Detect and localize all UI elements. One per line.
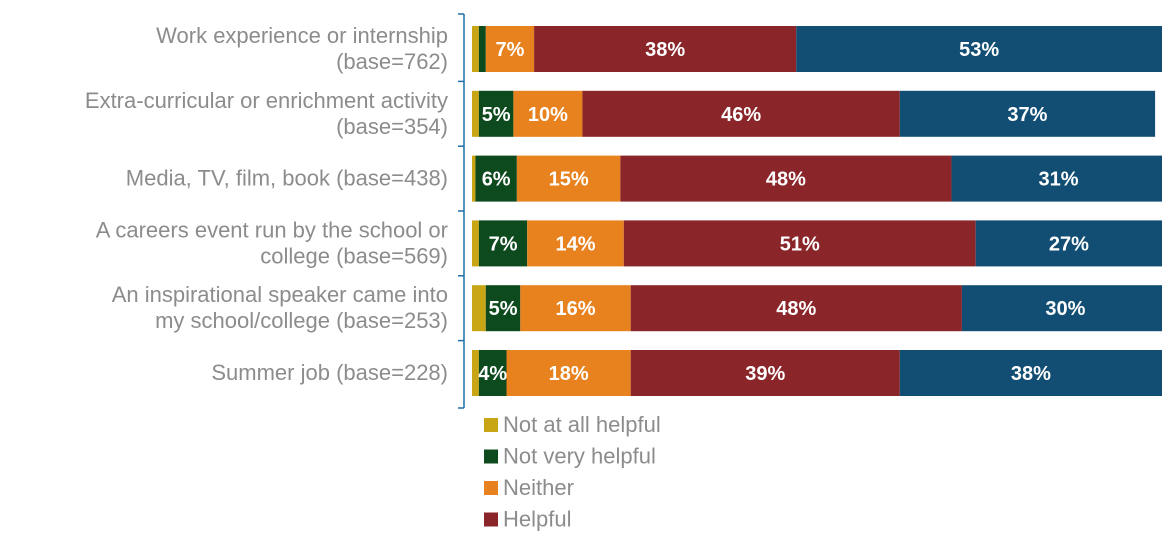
bar-segment bbox=[961, 285, 1162, 332]
data-label: 5% bbox=[489, 298, 518, 320]
category-label: An inspirational speaker came into bbox=[112, 282, 448, 307]
legend: Not at all helpful Not very helpful Neithe… bbox=[484, 412, 661, 532]
data-label: 10% bbox=[528, 104, 568, 126]
bar-segment bbox=[472, 285, 486, 332]
data-label: 18% bbox=[549, 363, 589, 385]
category-axis bbox=[458, 13, 465, 409]
bar-segment bbox=[796, 26, 1162, 72]
category-label: college (base=569) bbox=[260, 243, 448, 268]
legend-swatch bbox=[484, 418, 498, 432]
legend-label: Not at all helpful bbox=[503, 412, 661, 437]
data-label: 51% bbox=[780, 233, 820, 255]
bar-segment bbox=[472, 155, 476, 202]
bar-segment bbox=[478, 26, 486, 72]
data-label: 38% bbox=[645, 39, 685, 61]
bar-segment bbox=[472, 90, 479, 137]
legend-label: Helpful bbox=[503, 507, 571, 532]
bar-segment bbox=[478, 90, 514, 137]
bars: 7% 38% 53% 5% 10% 46% 37% 6% 15% 48% 31% 7% 14% 51% 27… bbox=[472, 26, 1162, 396]
bar-segment bbox=[475, 155, 517, 202]
category-label: Media, TV, film, book (base=438) bbox=[126, 166, 448, 191]
bar-segment bbox=[513, 90, 583, 137]
bar-segment bbox=[485, 285, 521, 332]
bar-segment bbox=[899, 90, 1156, 137]
data-label: 7% bbox=[495, 39, 524, 61]
legend-swatch bbox=[484, 512, 498, 527]
data-label: 48% bbox=[776, 298, 816, 320]
bar-segment bbox=[478, 220, 528, 267]
data-label: 14% bbox=[555, 233, 595, 255]
data-label: 48% bbox=[766, 169, 806, 191]
bar-segment bbox=[485, 26, 535, 72]
legend-swatch bbox=[484, 481, 498, 495]
data-label: 46% bbox=[721, 104, 761, 126]
category-label: Extra-curricular or enrichment activity bbox=[85, 88, 448, 113]
bar-segment bbox=[620, 155, 952, 202]
bar-segment bbox=[630, 285, 962, 332]
legend-swatch bbox=[484, 449, 498, 464]
bar-segment bbox=[472, 220, 479, 267]
data-label: 16% bbox=[555, 298, 595, 320]
category-label: A careers event run by the school or bbox=[96, 217, 448, 242]
bar-segment bbox=[506, 350, 631, 396]
data-label: 5% bbox=[482, 104, 511, 126]
category-label: my school/college (base=253) bbox=[155, 308, 448, 333]
legend-label: Neither bbox=[503, 475, 574, 500]
bar-segment bbox=[899, 350, 1162, 396]
bar-segment bbox=[975, 220, 1162, 267]
bar-segment bbox=[534, 26, 797, 72]
data-label: 27% bbox=[1049, 233, 1089, 255]
data-label: 37% bbox=[1007, 104, 1047, 126]
category-label: (base=762) bbox=[336, 49, 448, 74]
category-labels: Work experience or internship(base=762) E… bbox=[85, 23, 448, 385]
bar-segment bbox=[951, 155, 1162, 202]
category-label: (base=354) bbox=[336, 114, 448, 139]
bar-segment bbox=[623, 220, 976, 267]
bar-segment bbox=[527, 220, 624, 267]
bar-segment bbox=[516, 155, 621, 202]
data-label: 53% bbox=[959, 39, 999, 61]
bar-segment bbox=[582, 90, 900, 137]
data-label: 31% bbox=[1038, 169, 1078, 191]
bar-segment bbox=[630, 350, 900, 396]
category-label: Work experience or internship bbox=[156, 23, 448, 48]
data-label: 6% bbox=[482, 169, 511, 191]
data-label: 4% bbox=[478, 363, 507, 385]
legend-label: Not very helpful bbox=[503, 444, 656, 469]
data-label: 7% bbox=[489, 233, 518, 255]
bar-segment bbox=[478, 350, 507, 396]
bar-segment bbox=[520, 285, 631, 332]
data-label: 39% bbox=[745, 363, 785, 385]
data-label: 30% bbox=[1045, 298, 1085, 320]
data-label: 38% bbox=[1011, 363, 1051, 385]
category-label: Summer job (base=228) bbox=[211, 360, 448, 385]
bar-segment bbox=[472, 26, 479, 72]
bar-segment bbox=[472, 350, 479, 396]
data-label: 15% bbox=[549, 169, 589, 191]
